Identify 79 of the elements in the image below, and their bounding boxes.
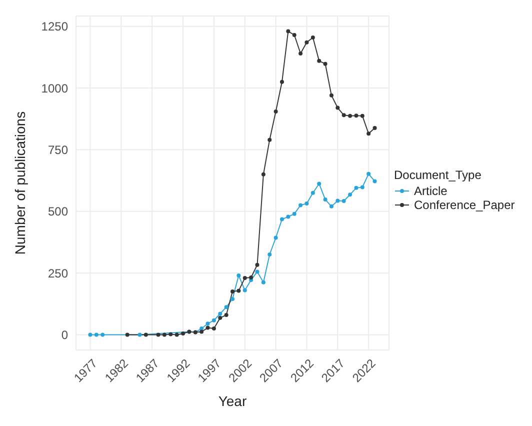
point (329, 204, 334, 208)
point (372, 179, 377, 184)
point (261, 280, 266, 284)
point (144, 332, 148, 337)
point (317, 182, 322, 186)
point (206, 322, 210, 326)
point (236, 274, 241, 278)
point (342, 199, 346, 204)
x-axis-title: Year (218, 393, 247, 409)
legend-title: Document_Type (394, 168, 482, 182)
legend-label: Article (414, 184, 448, 198)
point (310, 35, 315, 40)
y-axis-title: Number of publications (12, 111, 28, 255)
y-tick-label: 1000 (41, 81, 68, 96)
point (323, 198, 328, 202)
point (354, 114, 358, 118)
point (348, 192, 352, 197)
point (255, 262, 260, 267)
point (274, 236, 278, 240)
point (366, 172, 371, 176)
point (100, 332, 105, 337)
point (218, 312, 222, 316)
point (181, 331, 186, 336)
legend-label: Conference_Paper (414, 198, 515, 212)
point (292, 32, 296, 37)
point (336, 106, 340, 110)
point (138, 332, 142, 337)
point (310, 190, 315, 195)
point (336, 198, 340, 203)
point (329, 93, 334, 98)
y-tick-label: 750 (48, 142, 68, 157)
point (342, 113, 346, 118)
point (168, 332, 173, 336)
point (125, 332, 130, 337)
point (348, 114, 352, 118)
point (292, 212, 296, 216)
point (162, 332, 166, 337)
point (280, 217, 284, 222)
point (286, 29, 290, 34)
point (298, 203, 303, 208)
point (88, 332, 92, 337)
point (230, 290, 234, 294)
point (206, 326, 210, 330)
point (268, 252, 272, 257)
point (280, 80, 284, 84)
point (360, 185, 364, 190)
point (224, 305, 228, 310)
point (304, 40, 309, 44)
point (212, 318, 216, 322)
point (372, 126, 377, 130)
point (174, 332, 179, 337)
y-tick-label: 500 (48, 204, 68, 219)
point (255, 270, 260, 274)
point (274, 109, 278, 114)
point (236, 288, 241, 293)
point (249, 275, 254, 280)
point (212, 326, 216, 331)
point (94, 332, 98, 337)
point (242, 288, 247, 292)
point (304, 201, 309, 206)
point (224, 312, 228, 317)
point (323, 62, 328, 66)
point (286, 214, 290, 219)
point (298, 51, 303, 56)
point (230, 296, 234, 301)
y-tick-label: 1250 (41, 20, 68, 34)
point (317, 58, 322, 63)
point (156, 332, 160, 337)
y-tick-label: 0 (61, 328, 68, 342)
point (218, 316, 222, 320)
point (360, 114, 364, 118)
point (366, 132, 371, 136)
point (242, 276, 247, 280)
point (268, 138, 272, 142)
point (200, 326, 204, 331)
y-tick-label: 250 (48, 266, 68, 280)
point (261, 172, 266, 176)
point (200, 330, 204, 334)
point (354, 186, 358, 190)
